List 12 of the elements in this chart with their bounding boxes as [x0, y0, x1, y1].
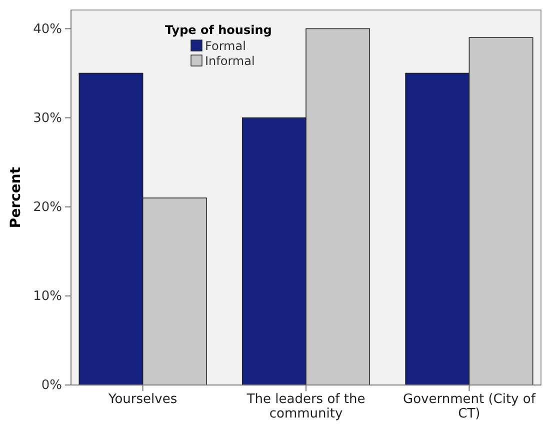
x-tick-label: Yourselves	[108, 392, 178, 408]
y-tick-label: 30%	[33, 110, 62, 126]
legend-title: Type of housing	[165, 23, 272, 37]
x-tick-label: Government (City of CT)	[402, 392, 536, 422]
y-tick-label: 10%	[33, 289, 62, 304]
y-axis-title: Percent	[8, 166, 24, 228]
y-tick-label: 0%	[41, 378, 62, 394]
y-tick-label: 20%	[33, 200, 62, 216]
y-tick-label: 40%	[33, 22, 62, 37]
legend-label: Formal	[205, 39, 246, 53]
legend-label: Informal	[205, 54, 255, 68]
x-tick-label: The leaders of the community	[246, 392, 366, 422]
